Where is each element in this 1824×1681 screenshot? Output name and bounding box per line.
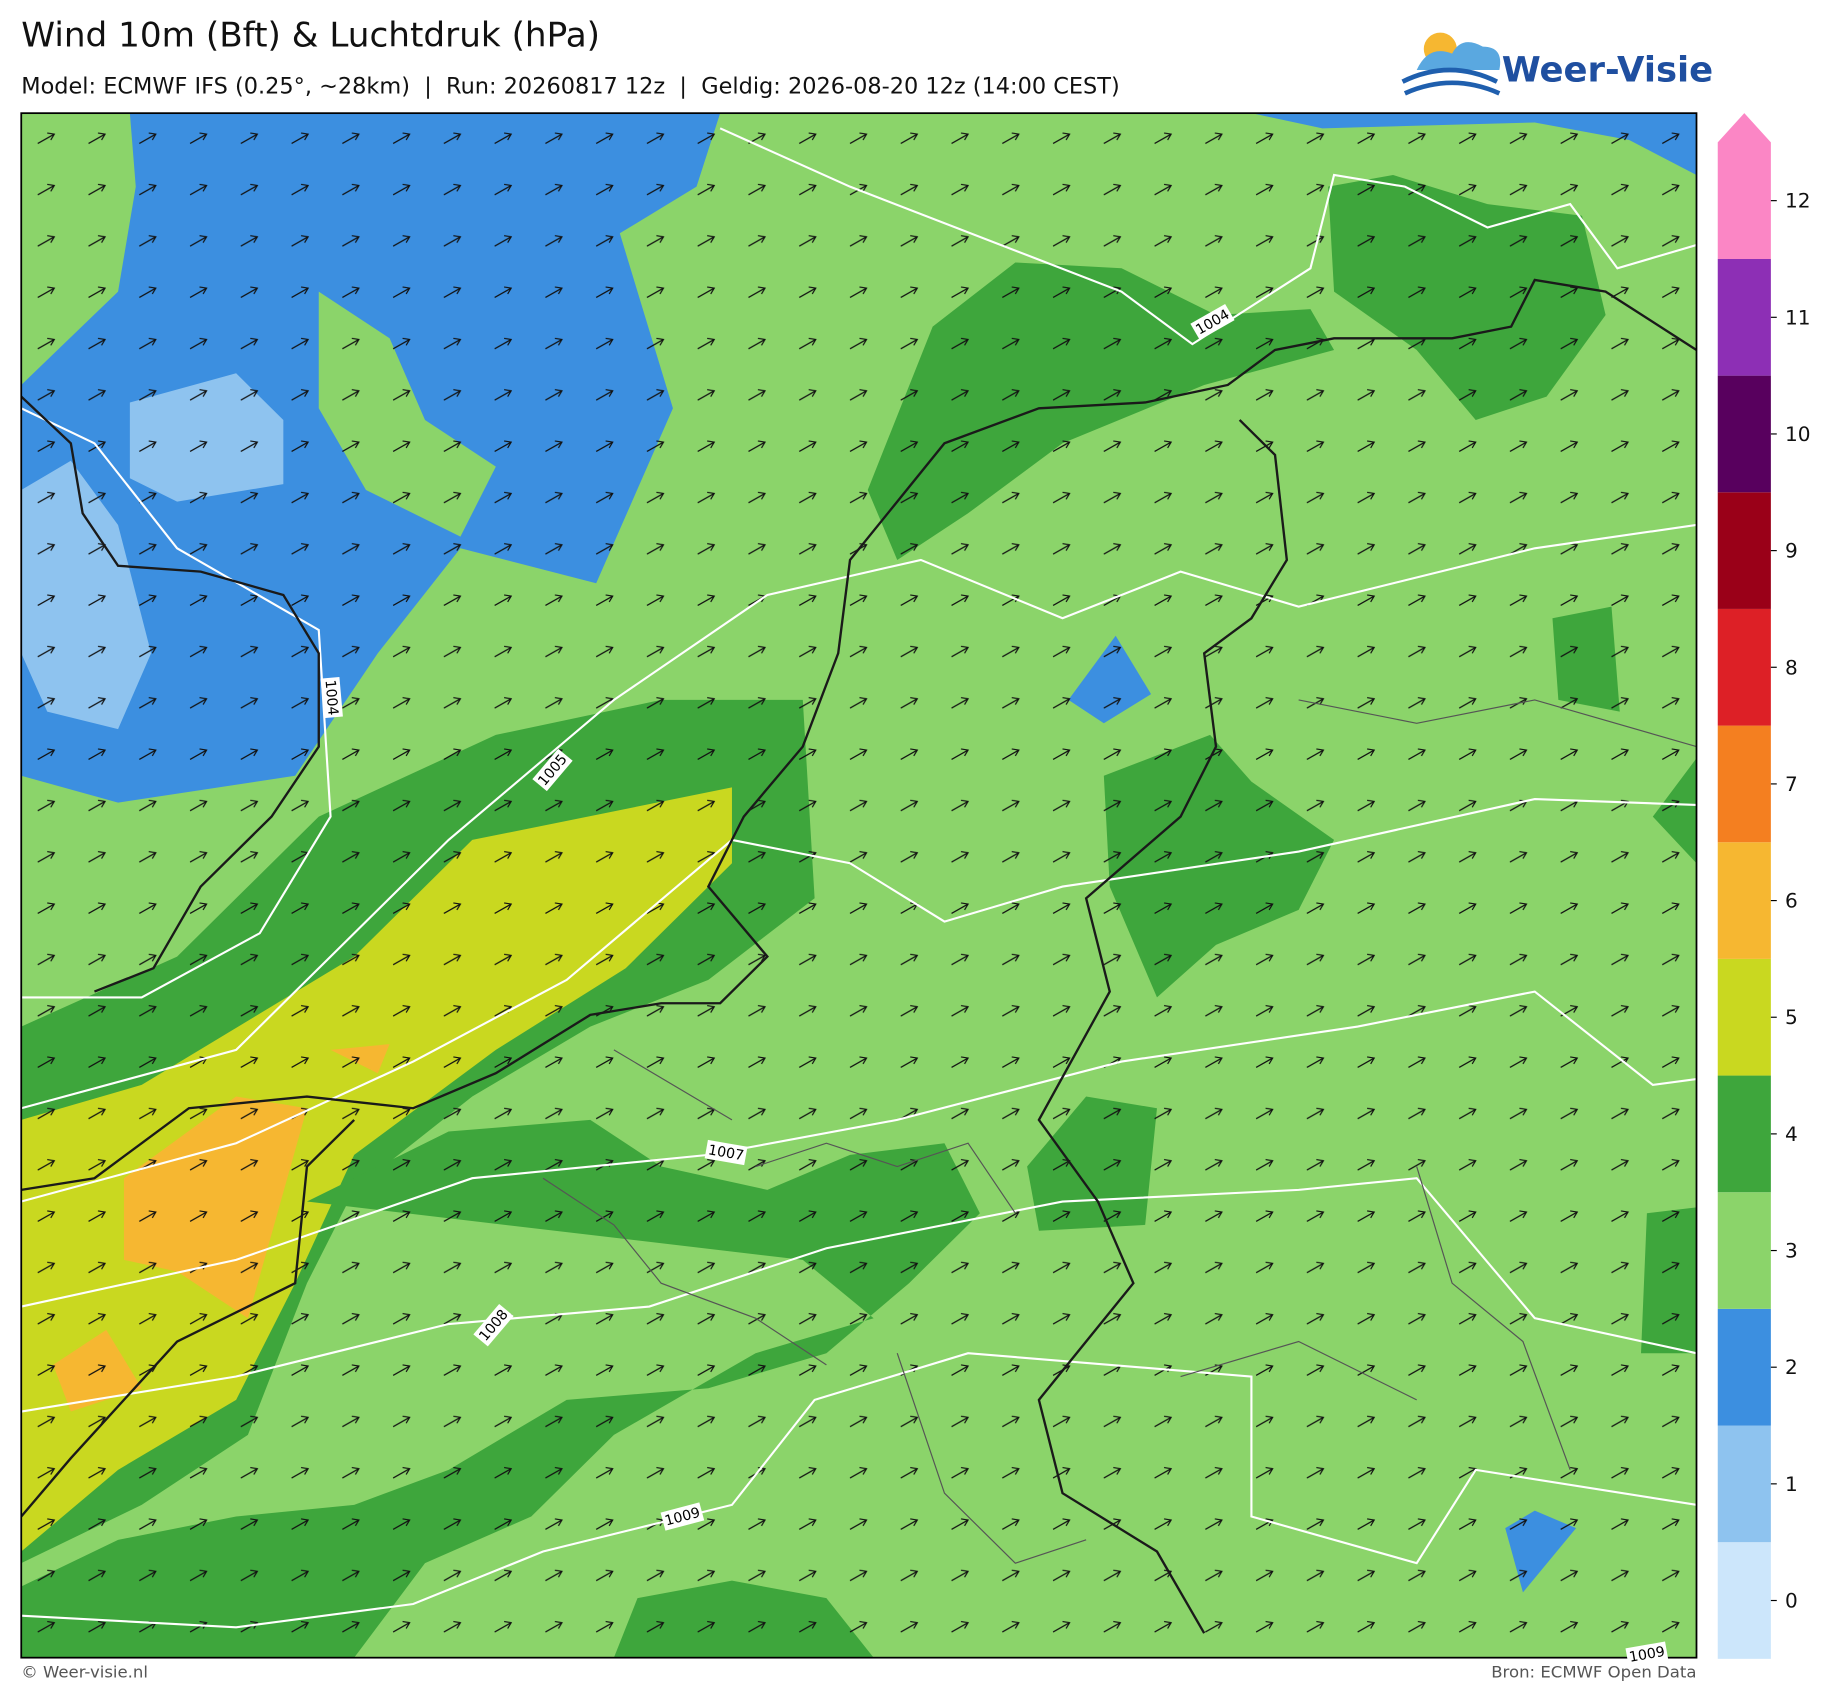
isobar-label: 1004	[320, 677, 343, 719]
colorbar-label: 1	[1785, 1472, 1798, 1496]
colorbar-label: 7	[1785, 772, 1798, 796]
colorbar-label: 9	[1785, 539, 1798, 563]
colorbar-label: 8	[1785, 655, 1798, 679]
colorbar-segment	[1717, 608, 1771, 726]
source: Bron: ECMWF Open Data	[1491, 1663, 1696, 1681]
colorbar-segment	[1717, 958, 1771, 1076]
isobar-label-bg	[1190, 303, 1235, 340]
isobar-label-bg	[473, 1304, 514, 1347]
colorbar-label: 0	[1785, 1589, 1798, 1613]
colorbar-segment	[1717, 1308, 1771, 1426]
colorbar-segment	[1717, 492, 1771, 609]
logo-text: Weer-Visie	[1502, 50, 1713, 91]
isobar-label-bg	[704, 1139, 748, 1166]
colorbar-segment	[1717, 1425, 1771, 1543]
isobar-label-bg	[532, 748, 573, 792]
colorbar-label: 5	[1785, 1005, 1798, 1029]
colorbar-label: 10	[1785, 422, 1811, 446]
isobar-label-bg	[660, 1502, 705, 1531]
map	[21, 113, 1697, 1658]
isobar-label-bg	[320, 677, 343, 719]
colorbar-segment	[1717, 375, 1771, 493]
colorbar-segment	[1717, 1192, 1771, 1309]
isobar-label-text: 1004	[321, 679, 340, 716]
isobar-label: 1007	[704, 1139, 748, 1166]
logo: Weer-Visie	[1401, 32, 1713, 96]
colorbar-label: 2	[1785, 1355, 1798, 1379]
colorbar-label: 6	[1785, 889, 1798, 913]
colorbar-segment	[1717, 113, 1771, 259]
isobar-label-text: 1009	[1628, 1644, 1666, 1666]
subtitle: Model: ECMWF IFS (0.25°, ~28km) | Run: 2…	[21, 73, 1119, 99]
colorbar-segment	[1717, 258, 1771, 376]
isobar-label-text: 1007	[707, 1142, 745, 1164]
isobar-label-bg	[1625, 1641, 1669, 1667]
map-frame	[20, 112, 1698, 1659]
colorbar-segment	[1717, 725, 1771, 843]
colorbar-label: 4	[1785, 1122, 1798, 1146]
colorbar-segment	[1717, 1075, 1771, 1193]
colorbar-segment	[1717, 842, 1771, 959]
colorbar-label: 11	[1785, 305, 1811, 329]
colorbar-segment	[1717, 1542, 1771, 1659]
credit: © Weer-visie.nl	[21, 1663, 148, 1681]
isobar-label: 1009	[1625, 1641, 1669, 1667]
colorbar-label: 12	[1785, 189, 1811, 213]
title: Wind 10m (Bft) & Luchtdruk (hPa)	[21, 16, 600, 56]
colorbar-label: 3	[1785, 1239, 1798, 1263]
